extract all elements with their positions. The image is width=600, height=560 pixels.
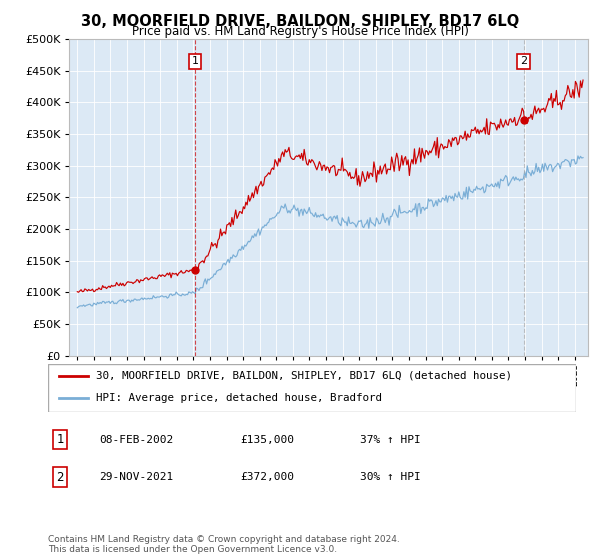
Text: £135,000: £135,000 [240,435,294,445]
Text: Contains HM Land Registry data © Crown copyright and database right 2024.
This d: Contains HM Land Registry data © Crown c… [48,535,400,554]
Text: 37% ↑ HPI: 37% ↑ HPI [360,435,421,445]
Text: 1: 1 [56,433,64,446]
FancyBboxPatch shape [48,364,576,412]
Text: £372,000: £372,000 [240,472,294,482]
Text: 1: 1 [191,57,199,66]
Text: HPI: Average price, detached house, Bradford: HPI: Average price, detached house, Brad… [95,393,382,403]
Text: Price paid vs. HM Land Registry's House Price Index (HPI): Price paid vs. HM Land Registry's House … [131,25,469,38]
Text: 30% ↑ HPI: 30% ↑ HPI [360,472,421,482]
Text: 29-NOV-2021: 29-NOV-2021 [99,472,173,482]
Text: 2: 2 [520,57,527,66]
Text: 30, MOORFIELD DRIVE, BAILDON, SHIPLEY, BD17 6LQ: 30, MOORFIELD DRIVE, BAILDON, SHIPLEY, B… [81,14,519,29]
Text: 30, MOORFIELD DRIVE, BAILDON, SHIPLEY, BD17 6LQ (detached house): 30, MOORFIELD DRIVE, BAILDON, SHIPLEY, B… [95,371,512,381]
Text: 2: 2 [56,470,64,484]
Text: 08-FEB-2002: 08-FEB-2002 [99,435,173,445]
